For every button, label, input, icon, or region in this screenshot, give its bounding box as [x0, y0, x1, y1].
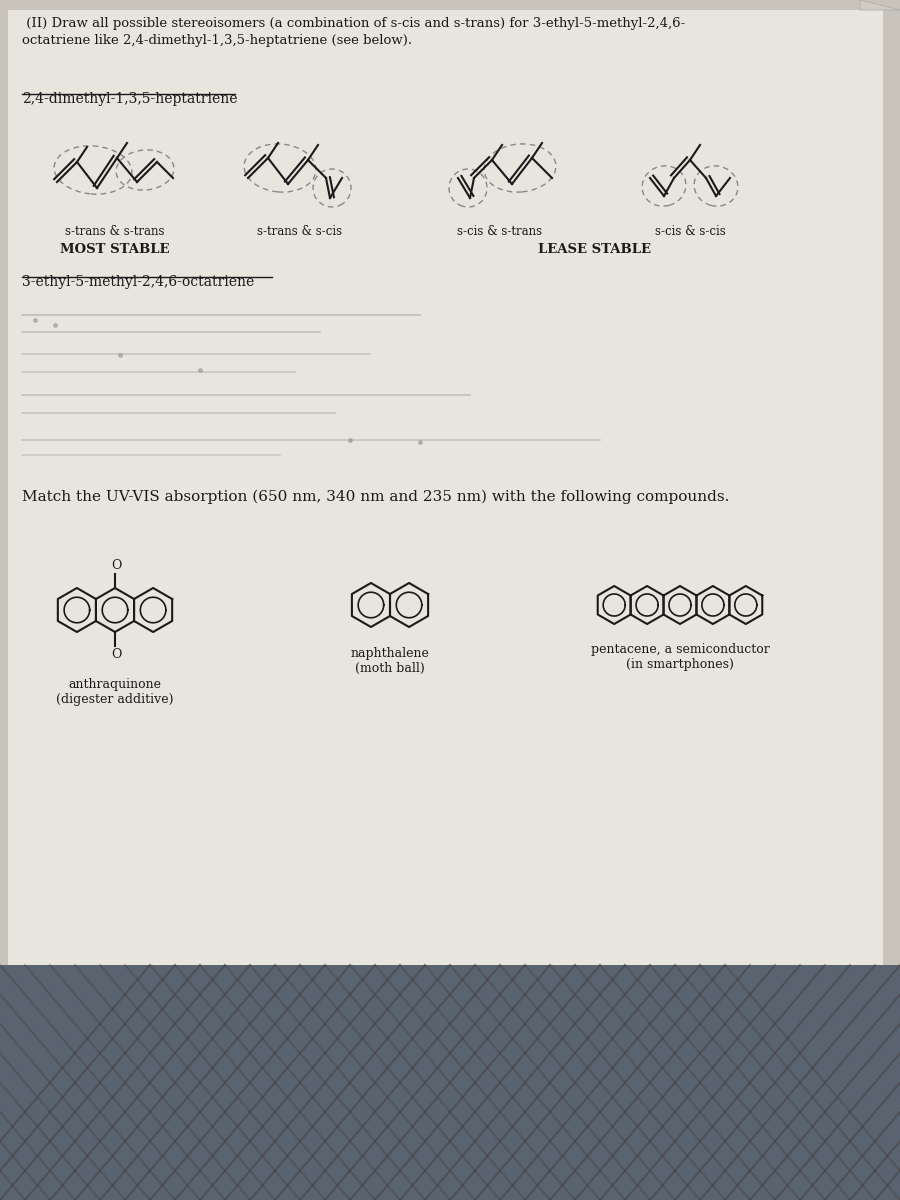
Text: MOST STABLE: MOST STABLE [60, 242, 170, 256]
Polygon shape [860, 0, 900, 10]
FancyBboxPatch shape [8, 10, 883, 965]
Text: LEASE STABLE: LEASE STABLE [538, 242, 652, 256]
Text: (II) Draw all possible stereoisomers (a combination of s-cis and s-trans) for 3-: (II) Draw all possible stereoisomers (a … [22, 17, 685, 47]
Text: 3-ethyl-5-methyl-2,4,6-octatriene: 3-ethyl-5-methyl-2,4,6-octatriene [22, 275, 254, 289]
Text: O: O [111, 648, 122, 661]
Text: s-cis & s-cis: s-cis & s-cis [654, 226, 725, 238]
Text: s-cis & s-trans: s-cis & s-trans [457, 226, 543, 238]
Text: 2,4-dimethyl-1,3,5-heptatriene: 2,4-dimethyl-1,3,5-heptatriene [22, 92, 238, 106]
FancyBboxPatch shape [0, 965, 900, 1200]
Text: O: O [111, 559, 122, 572]
Text: naphthalene
(moth ball): naphthalene (moth ball) [351, 647, 429, 674]
Text: Match the UV-VIS absorption (650 nm, 340 nm and 235 nm) with the following compo: Match the UV-VIS absorption (650 nm, 340… [22, 490, 729, 504]
Text: pentacene, a semiconductor
(in smartphones): pentacene, a semiconductor (in smartphon… [590, 643, 770, 671]
Text: s-trans & s-cis: s-trans & s-cis [257, 226, 343, 238]
Text: s-trans & s-trans: s-trans & s-trans [65, 226, 165, 238]
Text: anthraquinone
(digester additive): anthraquinone (digester additive) [56, 678, 174, 706]
